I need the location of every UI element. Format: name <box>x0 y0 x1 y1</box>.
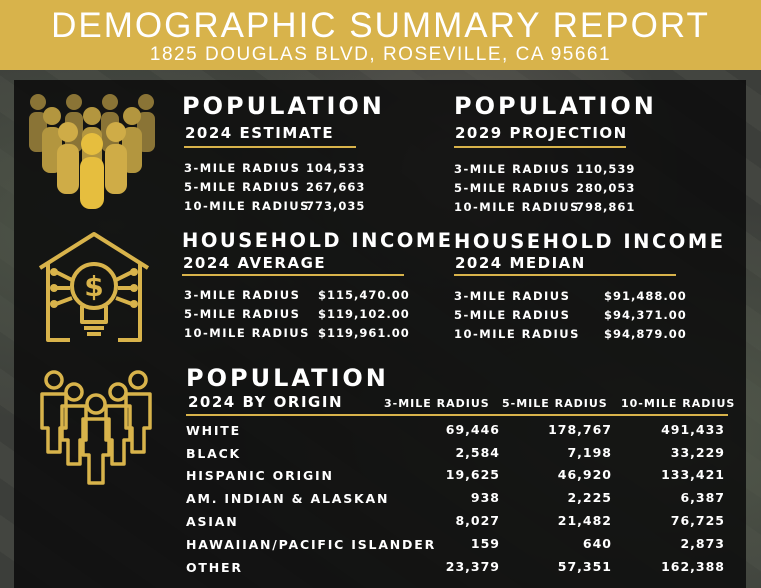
origin-row-label: ASIAN <box>186 514 239 529</box>
income-average-title: HOUSEHOLD INCOME <box>182 229 454 252</box>
origin-row-label: BLACK <box>186 446 242 461</box>
origin-row-value-10mi: 491,433 <box>661 422 725 437</box>
origin-column-3mi: 3-MILE RADIUS <box>384 397 490 410</box>
income-avg-value-3mi: $115,470.00 <box>318 288 410 302</box>
origin-column-10mi: 10-MILE RADIUS <box>621 397 736 410</box>
origin-row-value-3mi: 8,027 <box>455 513 500 528</box>
people-group-icon <box>40 370 152 485</box>
origin-row-value-3mi: 938 <box>470 490 500 505</box>
income-avg-value-10mi: $119,961.00 <box>318 326 410 340</box>
origin-row-label: OTHER <box>186 560 243 575</box>
report-address: 1825 DOUGLAS BLVD, ROSEVILLE, CA 95661 <box>149 44 612 65</box>
origin-row-value-3mi: 2,584 <box>455 445 500 460</box>
income-med-value-3mi: $91,488.00 <box>604 289 687 303</box>
pop2029-value-5mi: 280,053 <box>576 181 636 195</box>
income-median-subtitle: 2024 MEDIAN <box>455 254 586 272</box>
origin-row-value-3mi: 69,446 <box>445 422 500 437</box>
income-med-label-3mi: 3-MILE RADIUS <box>454 289 571 303</box>
pop2029-label-5mi: 5-MILE RADIUS <box>454 181 571 195</box>
origin-subtitle: 2024 BY ORIGIN <box>188 393 343 411</box>
people-crowd-icon <box>29 94 155 209</box>
origin-row-value-3mi: 19,625 <box>445 467 500 482</box>
pop2024-value-5mi: 267,663 <box>306 180 366 194</box>
pop2024-label-5mi: 5-MILE RADIUS <box>184 180 301 194</box>
pop2024-label-10mi: 10-MILE RADIUS <box>184 199 310 213</box>
pop2029-label-10mi: 10-MILE RADIUS <box>454 200 580 214</box>
origin-row-value-5mi: 2,225 <box>567 490 612 505</box>
pop2024-value-10mi: 773,035 <box>306 199 366 213</box>
income-med-value-5mi: $94,371.00 <box>604 308 687 322</box>
origin-row-value-5mi: 7,198 <box>567 445 612 460</box>
report-header: DEMOGRAPHIC SUMMARY REPORT 1825 DOUGLAS … <box>0 0 761 70</box>
origin-row-value-5mi: 640 <box>582 536 612 551</box>
house-lightbulb-dollar-icon: $ <box>38 232 150 342</box>
income-avg-label-3mi: 3-MILE RADIUS <box>184 288 301 302</box>
income-avg-label-5mi: 5-MILE RADIUS <box>184 307 301 321</box>
pop2029-label-3mi: 3-MILE RADIUS <box>454 162 571 176</box>
pop2029-value-10mi: 798,861 <box>576 200 636 214</box>
origin-row-value-3mi: 159 <box>470 536 500 551</box>
origin-row-value-5mi: 21,482 <box>557 513 612 528</box>
origin-row-value-10mi: 76,725 <box>670 513 725 528</box>
income-median-divider <box>454 274 676 276</box>
population-2029-divider <box>454 146 626 148</box>
svg-text:$: $ <box>84 270 103 303</box>
origin-row-value-10mi: 2,873 <box>680 536 725 551</box>
origin-row-value-10mi: 33,229 <box>670 445 725 460</box>
origin-row-value-5mi: 46,920 <box>557 467 612 482</box>
origin-row-label: HISPANIC ORIGIN <box>186 468 334 483</box>
origin-row-value-10mi: 162,388 <box>661 559 725 574</box>
income-med-label-10mi: 10-MILE RADIUS <box>454 327 580 341</box>
income-avg-label-10mi: 10-MILE RADIUS <box>184 326 310 340</box>
income-median-title: HOUSEHOLD INCOME <box>454 230 726 253</box>
population-2024-subtitle: 2024 ESTIMATE <box>185 124 335 142</box>
origin-row-value-10mi: 133,421 <box>661 467 725 482</box>
pop2029-value-3mi: 110,539 <box>576 162 636 176</box>
origin-row-value-5mi: 57,351 <box>557 559 612 574</box>
income-med-label-5mi: 5-MILE RADIUS <box>454 308 571 322</box>
income-med-value-10mi: $94,879.00 <box>604 327 687 341</box>
pop2024-label-3mi: 3-MILE RADIUS <box>184 161 301 175</box>
income-avg-value-5mi: $119,102.00 <box>318 307 410 321</box>
population-2029-subtitle: 2029 PROJECTION <box>455 124 628 142</box>
income-average-subtitle: 2024 AVERAGE <box>183 254 327 272</box>
report-title: DEMOGRAPHIC SUMMARY REPORT <box>51 6 710 45</box>
origin-divider <box>186 414 728 416</box>
origin-row-label: AM. INDIAN & ALASKAN <box>186 491 390 506</box>
origin-title: POPULATION <box>186 364 389 392</box>
origin-row-value-3mi: 23,379 <box>445 559 500 574</box>
population-2024-title: POPULATION <box>182 92 385 120</box>
population-2024-divider <box>184 146 356 148</box>
origin-row-label: HAWAIIAN/PACIFIC ISLANDER <box>186 537 436 552</box>
origin-row-label: WHITE <box>186 423 241 438</box>
population-2029-title: POPULATION <box>454 92 657 120</box>
income-average-divider <box>182 274 404 276</box>
pop2024-value-3mi: 104,533 <box>306 161 366 175</box>
origin-row-value-10mi: 6,387 <box>680 490 725 505</box>
origin-column-5mi: 5-MILE RADIUS <box>502 397 608 410</box>
origin-row-value-5mi: 178,767 <box>548 422 612 437</box>
